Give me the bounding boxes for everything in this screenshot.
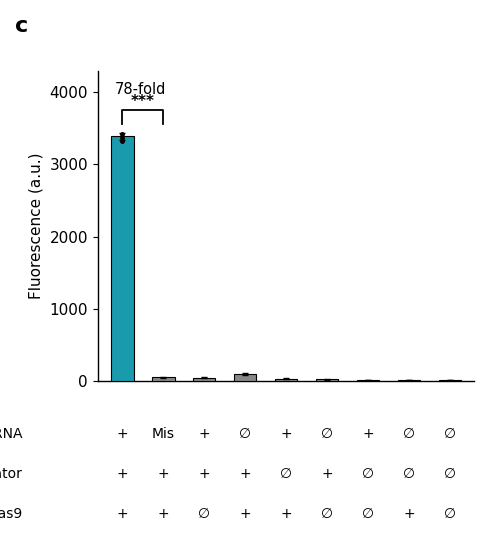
Text: +: + <box>280 426 291 441</box>
Bar <box>397 380 419 381</box>
Bar <box>193 378 215 381</box>
Text: +: + <box>157 507 169 521</box>
Text: ∅: ∅ <box>402 467 414 481</box>
Bar <box>438 380 460 381</box>
Text: +: + <box>321 467 332 481</box>
Bar <box>315 379 338 381</box>
Bar <box>274 379 297 381</box>
Text: Activator: Activator <box>0 467 22 481</box>
Text: ∅: ∅ <box>320 507 332 521</box>
Text: +: + <box>280 507 291 521</box>
Text: +: + <box>239 467 250 481</box>
Text: +: + <box>116 507 128 521</box>
Text: +: + <box>198 467 209 481</box>
Text: ∅: ∅ <box>361 467 373 481</box>
Text: +: + <box>157 467 169 481</box>
Bar <box>356 380 378 381</box>
Bar <box>233 374 256 381</box>
Y-axis label: Fluorescence (a.u.): Fluorescence (a.u.) <box>29 152 44 299</box>
Bar <box>111 137 133 381</box>
Text: sgRNA: sgRNA <box>0 426 22 441</box>
Text: ∅: ∅ <box>443 467 455 481</box>
Text: Mis: Mis <box>151 426 174 441</box>
Text: ∅: ∅ <box>443 507 455 521</box>
Text: +: + <box>239 507 250 521</box>
Text: ∅: ∅ <box>443 426 455 441</box>
Text: +: + <box>116 426 128 441</box>
Text: +: + <box>116 467 128 481</box>
Bar <box>152 377 174 381</box>
Text: 78-fold: 78-fold <box>115 82 166 97</box>
Text: ∅: ∅ <box>402 426 414 441</box>
Text: ***: *** <box>131 94 155 109</box>
Text: ∅: ∅ <box>361 507 373 521</box>
Text: dCas9: dCas9 <box>0 507 22 521</box>
Text: ∅: ∅ <box>239 426 251 441</box>
Text: +: + <box>362 426 373 441</box>
Text: ∅: ∅ <box>280 467 291 481</box>
Text: +: + <box>402 507 414 521</box>
Text: ∅: ∅ <box>320 426 332 441</box>
Text: c: c <box>15 16 28 36</box>
Text: ∅: ∅ <box>198 507 210 521</box>
Text: +: + <box>198 426 209 441</box>
